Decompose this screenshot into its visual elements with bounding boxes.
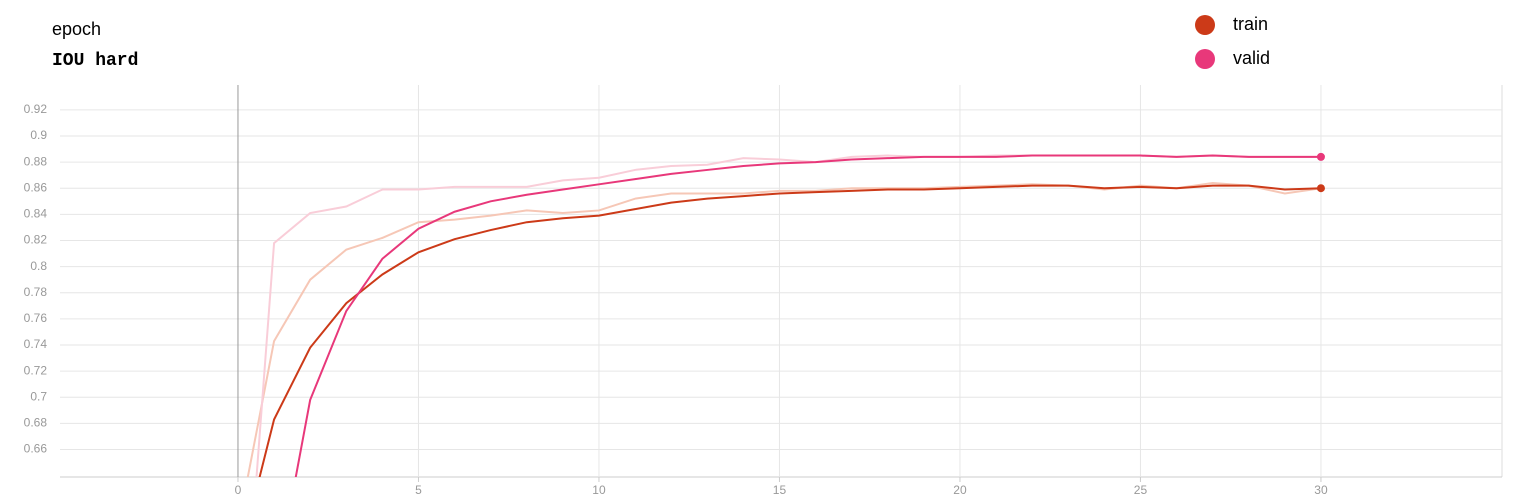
x-tick-label: 25	[1134, 483, 1148, 497]
smoothed-line	[294, 154, 1321, 477]
y-tick-label: 0.92	[24, 102, 48, 116]
end-point	[1316, 152, 1325, 161]
y-tick-label: 0.74	[24, 337, 48, 351]
y-tick-label: 0.82	[24, 233, 48, 247]
y-tick-label: 0.68	[24, 416, 48, 430]
legend-label: valid	[1233, 48, 1270, 68]
chart-header: epoch	[52, 19, 101, 39]
chart-title: IOU hard	[52, 51, 138, 71]
y-tick-label: 0.84	[24, 207, 48, 221]
y-tick-label: 0.8	[30, 259, 47, 273]
legend-label: train	[1233, 14, 1268, 34]
legend-marker	[1195, 15, 1215, 35]
end-point	[1316, 184, 1325, 193]
y-tick-label: 0.72	[24, 363, 48, 377]
y-tick-label: 0.9	[30, 128, 47, 142]
legend-marker	[1195, 49, 1215, 69]
y-tick-label: 0.86	[24, 180, 48, 194]
y-tick-label: 0.88	[24, 154, 48, 168]
x-tick-label: 0	[235, 483, 242, 497]
raw-line	[246, 181, 1322, 477]
x-tick-label: 15	[773, 483, 787, 497]
y-tick-label: 0.78	[24, 285, 48, 299]
y-tick-label: 0.7	[30, 389, 47, 403]
x-tick-label: 5	[415, 483, 422, 497]
x-tick-label: 30	[1314, 483, 1328, 497]
x-tick-label: 10	[592, 483, 606, 497]
x-tick-label: 20	[953, 483, 967, 497]
y-tick-label: 0.76	[24, 311, 48, 325]
smoothed-line	[258, 184, 1321, 477]
y-tick-label: 0.66	[24, 442, 48, 456]
